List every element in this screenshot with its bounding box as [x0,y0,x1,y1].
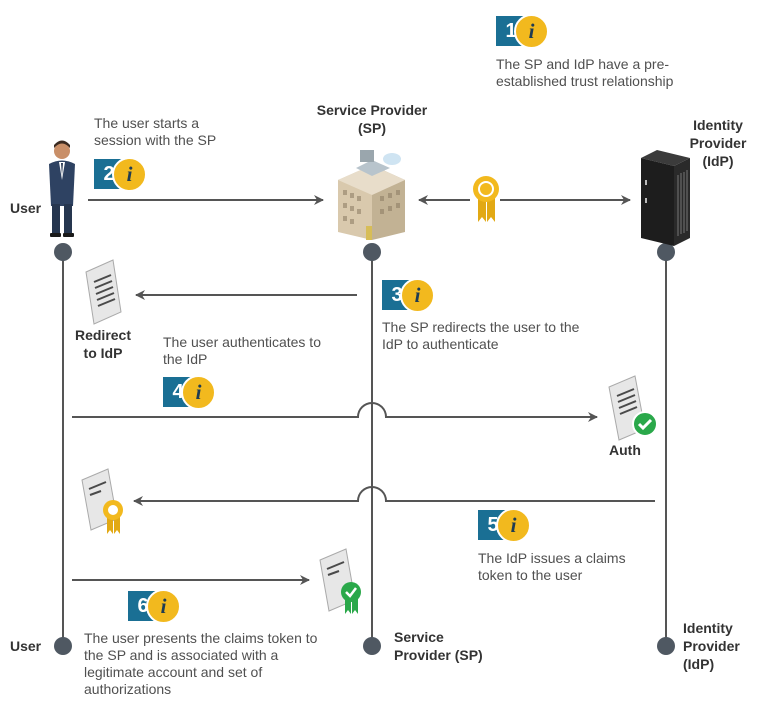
step-5-text: The IdP issues a claims token to the use… [478,550,626,583]
idp-label-bottom: Identity Provider (IdP) [683,620,740,672]
auth-label: Auth [609,442,641,458]
user-label-bottom: User [10,638,42,654]
info-icon: i [514,14,549,49]
lifelines [62,252,667,646]
sp-node-bottom [363,637,381,655]
idp-node-top [657,243,675,261]
info-icon: i [181,375,216,410]
arrow-step4 [72,402,598,422]
step-4-text: The user authenticates to the IdP [163,334,321,367]
certificate-ribbon-icon [473,176,499,222]
sp-label-top: Service Provider (SP) [316,102,428,136]
user-node-bottom [54,637,72,655]
redirect-label: Redirect to IdP [74,327,132,361]
messages [72,195,655,585]
step-6-text: The user presents the claims token to th… [84,630,318,697]
idp-label-top: Identity Provider (IdP) [689,117,747,169]
arrow-step5 [133,486,655,506]
user-person-icon [49,140,75,237]
lifeline-nodes [54,243,675,655]
server-rack-icon [641,150,690,246]
idp-node-bottom [657,637,675,655]
user-node-top [54,243,72,261]
step-2-text: The user starts a session with the SP [94,115,217,148]
user-label-top: User [10,200,42,216]
sp-label-bottom: Service Provider (SP) [394,629,483,663]
step-1-text: The SP and IdP have a pre-established tr… [496,56,674,89]
building-icon [338,150,405,240]
info-icon: i [400,278,435,313]
document-icon [85,259,122,325]
info-icon: i [496,508,531,543]
info-icon: i [146,589,181,624]
claims-token-icon [81,468,123,534]
sp-node-top [363,243,381,261]
step-3-text: The SP redirects the user to the IdP to … [382,319,580,352]
auth-document-icon [608,375,658,441]
presented-token-icon [319,548,361,614]
info-icon: i [112,157,147,192]
